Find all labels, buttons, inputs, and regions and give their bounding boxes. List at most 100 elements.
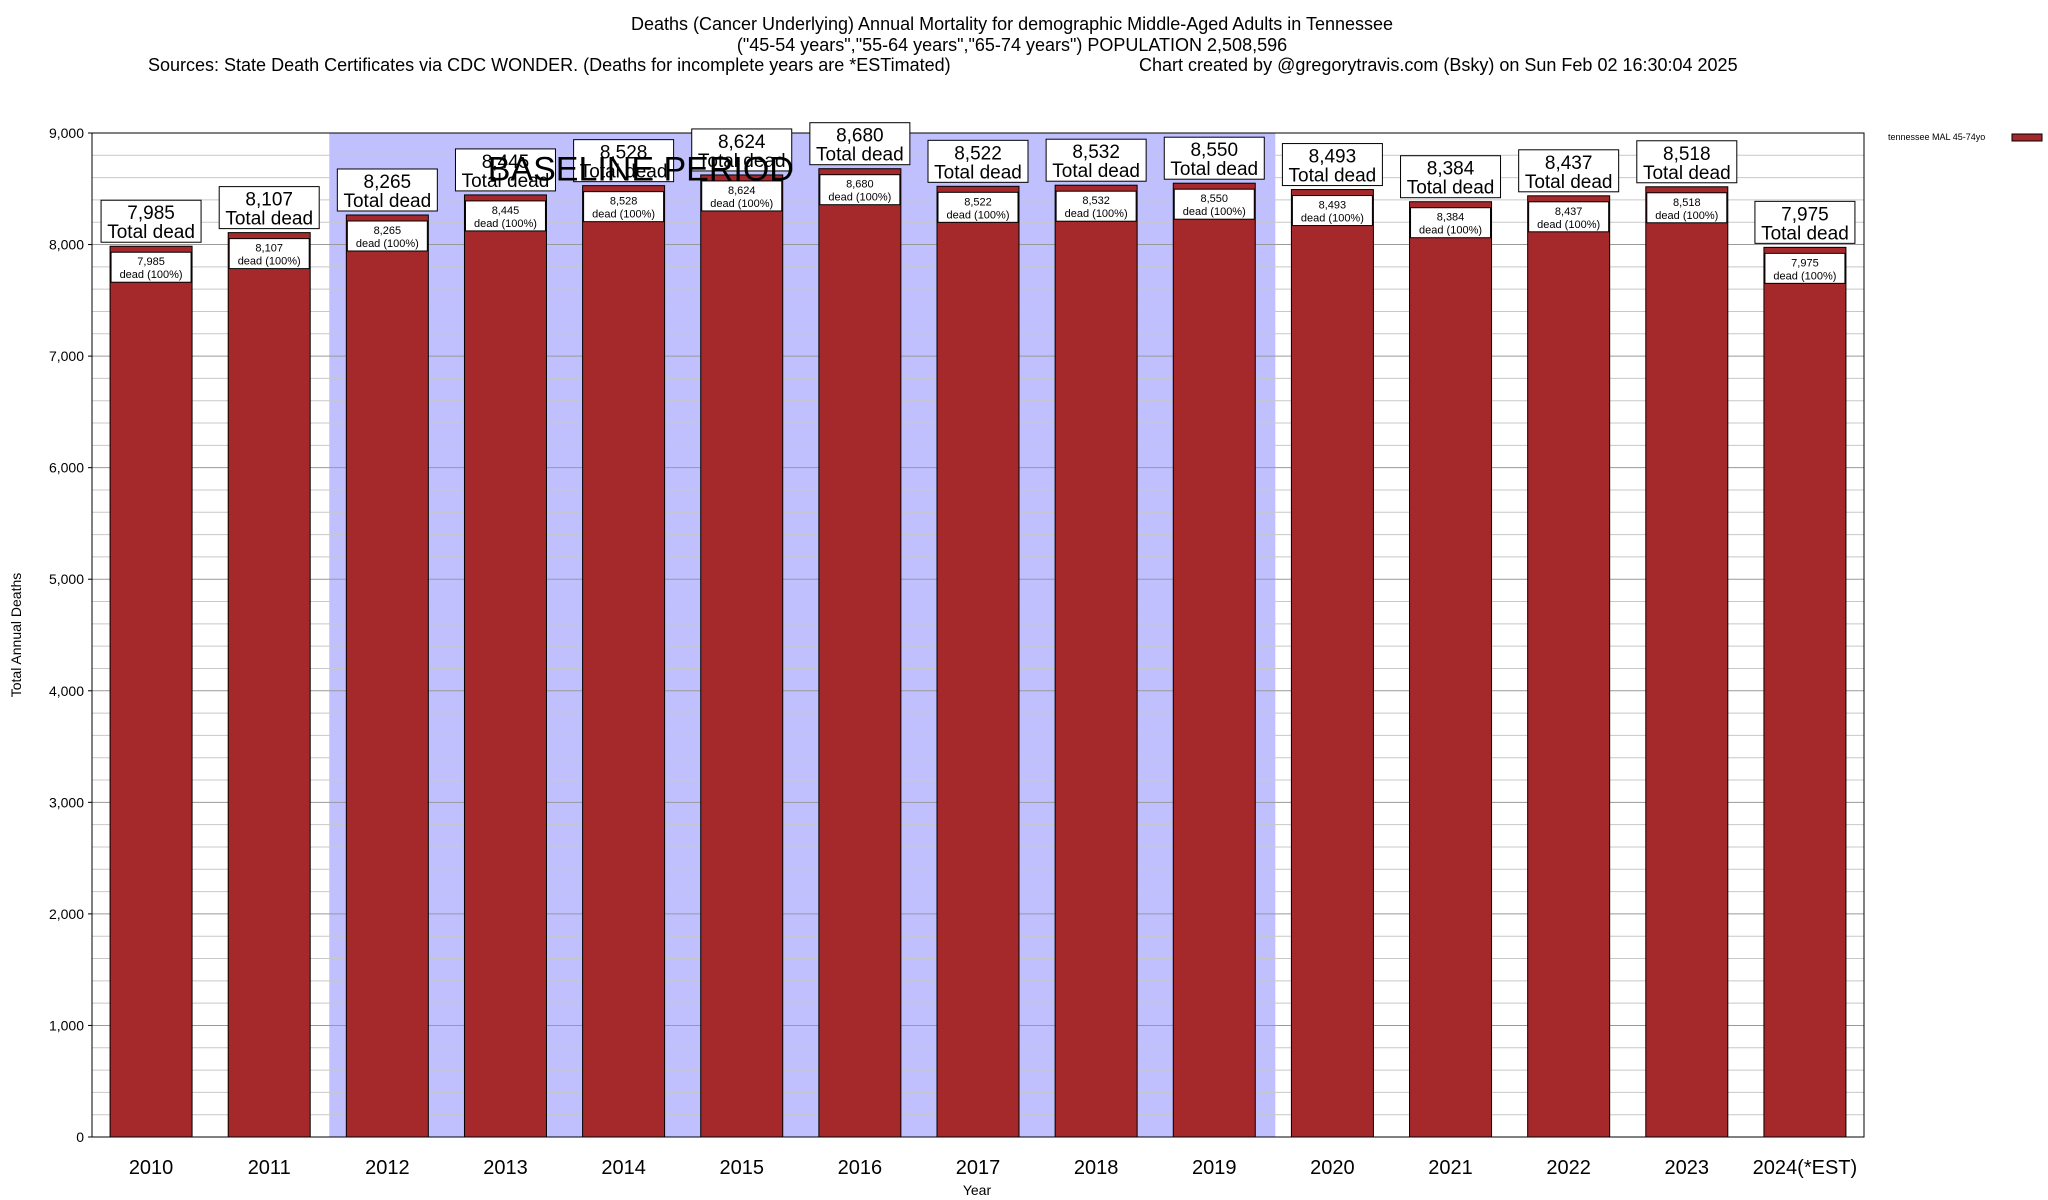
bar-inner-label-box [110,251,192,283]
bar-inner-suffix: dead (100%) [1655,210,1718,222]
bar-total-label-box [927,139,1029,183]
bar [345,214,429,1138]
y-tick-label: 5,000 [49,571,84,587]
x-tick-label: 2013 [483,1157,528,1179]
bar-inner-label-box [583,191,665,223]
bar-inner-suffix: dead (100%) [1537,219,1600,231]
bar-total-suffix: Total dead [1407,178,1495,199]
bar-total-suffix: Total dead [1761,223,1849,244]
bar [936,185,1020,1138]
bar-inner-label-box [1055,190,1137,222]
bar-inner-suffix: dead (100%) [947,209,1010,221]
bar-inner-value: 8,680 [846,179,874,191]
bar-total-label-box [218,186,320,230]
bar-total-value: 8,437 [1545,153,1593,174]
chart-sources: Sources: State Death Certificates via CD… [148,55,951,75]
bar-inner-suffix: dead (100%) [1065,208,1128,220]
bar-inner-suffix: dead (100%) [710,198,773,210]
y-tick-label: 4,000 [49,683,84,699]
bar-total-value: 8,265 [364,172,412,193]
bar-inner-label-box [1764,252,1846,284]
bar-total-suffix: Total dead [1643,163,1731,184]
bar-total-label-box [454,148,556,192]
bar [1409,201,1493,1138]
bar-inner-suffix: dead (100%) [828,192,891,204]
x-tick-label: 2010 [129,1157,174,1179]
bar [700,174,784,1138]
bar-inner-suffix: dead (100%) [356,238,419,250]
bar-total-label-box [1281,143,1383,187]
bar-total-suffix: Total dead [1525,172,1613,193]
x-tick-label: 2015 [719,1157,764,1179]
bar-inner-value: 8,518 [1673,197,1701,209]
x-axis-label: Year [963,1182,992,1198]
bar [109,245,193,1138]
bar-total-value: 8,532 [1072,142,1120,163]
bar-inner-label-box [1528,201,1610,233]
bar-total-value: 7,985 [127,203,175,224]
bar-total-value: 8,624 [718,132,766,153]
bar-total-value: 8,445 [482,152,530,173]
bar-inner-label-box [937,191,1019,223]
bar [463,194,547,1138]
bar-total-suffix: Total dead [580,162,668,183]
y-tick-label: 1,000 [49,1017,84,1033]
bar [1054,184,1138,1138]
x-tick-label: 2020 [1310,1157,1355,1179]
bar-inner-label-box [819,174,901,206]
bar-inner-label-box [228,238,310,270]
bar-inner-value: 8,437 [1555,206,1583,218]
bar-inner-label-box [1410,207,1492,239]
bar-inner-suffix: dead (100%) [1301,213,1364,225]
bar-total-suffix: Total dead [1170,159,1258,180]
bar [1763,246,1847,1138]
x-tick-label: 2023 [1665,1157,1710,1179]
bar-total-suffix: Total dead [934,162,1022,183]
bar-total-suffix: Total dead [1289,166,1377,187]
bar-total-suffix: Total dead [343,191,431,212]
legend-label: tennessee MAL 45-74yo [1888,132,1985,142]
x-tick-label: 2014 [601,1157,646,1179]
bar-inner-suffix: dead (100%) [474,218,537,230]
bar-total-label-box [1636,140,1738,184]
y-tick-label: 0 [76,1129,84,1145]
bar-total-label-box [573,139,675,183]
bar-total-suffix: Total dead [107,222,195,243]
bar [227,232,311,1138]
x-tick-label: 2018 [1074,1157,1119,1179]
bar-total-suffix: Total dead [816,145,904,166]
bar-total-value: 8,384 [1427,159,1475,180]
y-tick-label: 8,000 [49,237,84,253]
bar-total-label-box [1400,155,1502,199]
bar-total-label-box [809,122,911,166]
bar-inner-value: 8,528 [610,196,638,208]
bar [1527,195,1611,1138]
x-tick-label: 2011 [248,1157,291,1179]
bar-total-label-box [1045,138,1147,182]
y-tick-label: 9,000 [49,125,84,141]
bar-inner-value: 8,532 [1082,195,1110,207]
bar-inner-label-box [1646,192,1728,224]
bar-total-suffix: Total dead [225,209,313,230]
x-tick-label: 2012 [365,1157,410,1179]
bar-total-value: 8,493 [1309,147,1357,168]
bar-inner-value: 7,975 [1791,257,1819,269]
y-tick-label: 3,000 [49,794,84,810]
baseline-period-label: BASELINE PERIOD [488,151,794,189]
bar-inner-label-box [1173,188,1255,220]
legend-swatch [2011,133,2043,142]
bar-total-suffix: Total dead [1052,161,1140,182]
bar-inner-suffix: dead (100%) [238,256,301,268]
bar-inner-value: 8,522 [964,196,992,208]
bar-inner-value: 7,985 [137,256,165,268]
bar-total-label-box [1163,136,1265,180]
x-tick-label: 2019 [1192,1157,1237,1179]
y-tick-label: 7,000 [49,348,84,364]
bar-inner-label-box [346,220,428,252]
bar [818,168,902,1138]
bar-total-value: 8,518 [1663,144,1711,165]
chart-title-line1: Deaths (Cancer Underlying) Annual Mortal… [631,14,1393,34]
y-tick-label: 6,000 [49,460,84,476]
